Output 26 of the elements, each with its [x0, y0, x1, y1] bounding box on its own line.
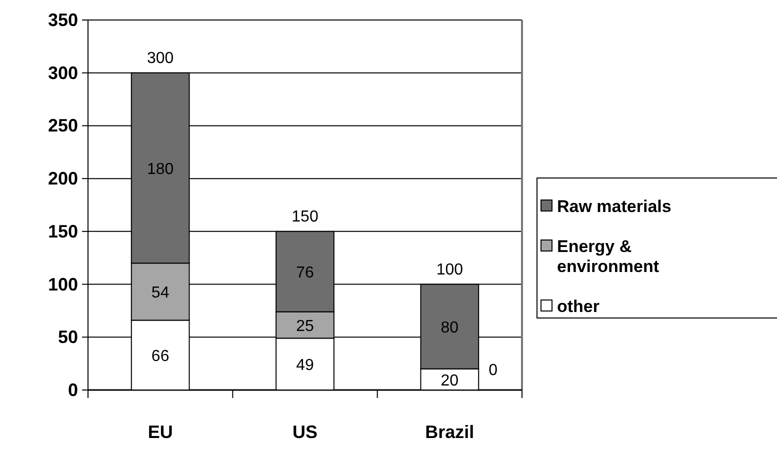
- total-label: 300: [146, 50, 174, 67]
- y-tick-label: 300: [48, 62, 78, 83]
- total-label: 150: [292, 208, 318, 226]
- data-label: 25: [296, 318, 314, 335]
- legend-label: Energy & environment: [557, 237, 660, 276]
- x-tick-label: Brazil: [425, 422, 474, 442]
- data-label: 80: [440, 320, 459, 337]
- y-tick-label: 100: [48, 274, 78, 294]
- data-label: 20: [440, 372, 459, 390]
- y-tick-label: 150: [48, 221, 78, 242]
- y-tick-label: 50: [58, 327, 78, 348]
- total-label: 100: [436, 261, 464, 278]
- y-tick-label: 350: [48, 10, 78, 30]
- x-tick-label: EU: [148, 422, 173, 442]
- legend-label: other: [557, 297, 600, 316]
- x-tick-label: US: [292, 422, 318, 442]
- y-tick-label: 250: [48, 116, 78, 136]
- data-label: 54: [151, 284, 170, 302]
- data-label: 180: [146, 161, 174, 178]
- data-label: 49: [296, 357, 314, 374]
- legend-label: Raw materials: [557, 197, 672, 216]
- data-label: 66: [151, 348, 170, 366]
- y-tick-label: 0: [68, 380, 78, 400]
- data-label: 76: [296, 264, 314, 282]
- annotation: 0: [488, 362, 498, 379]
- y-tick-label: 200: [48, 168, 78, 189]
